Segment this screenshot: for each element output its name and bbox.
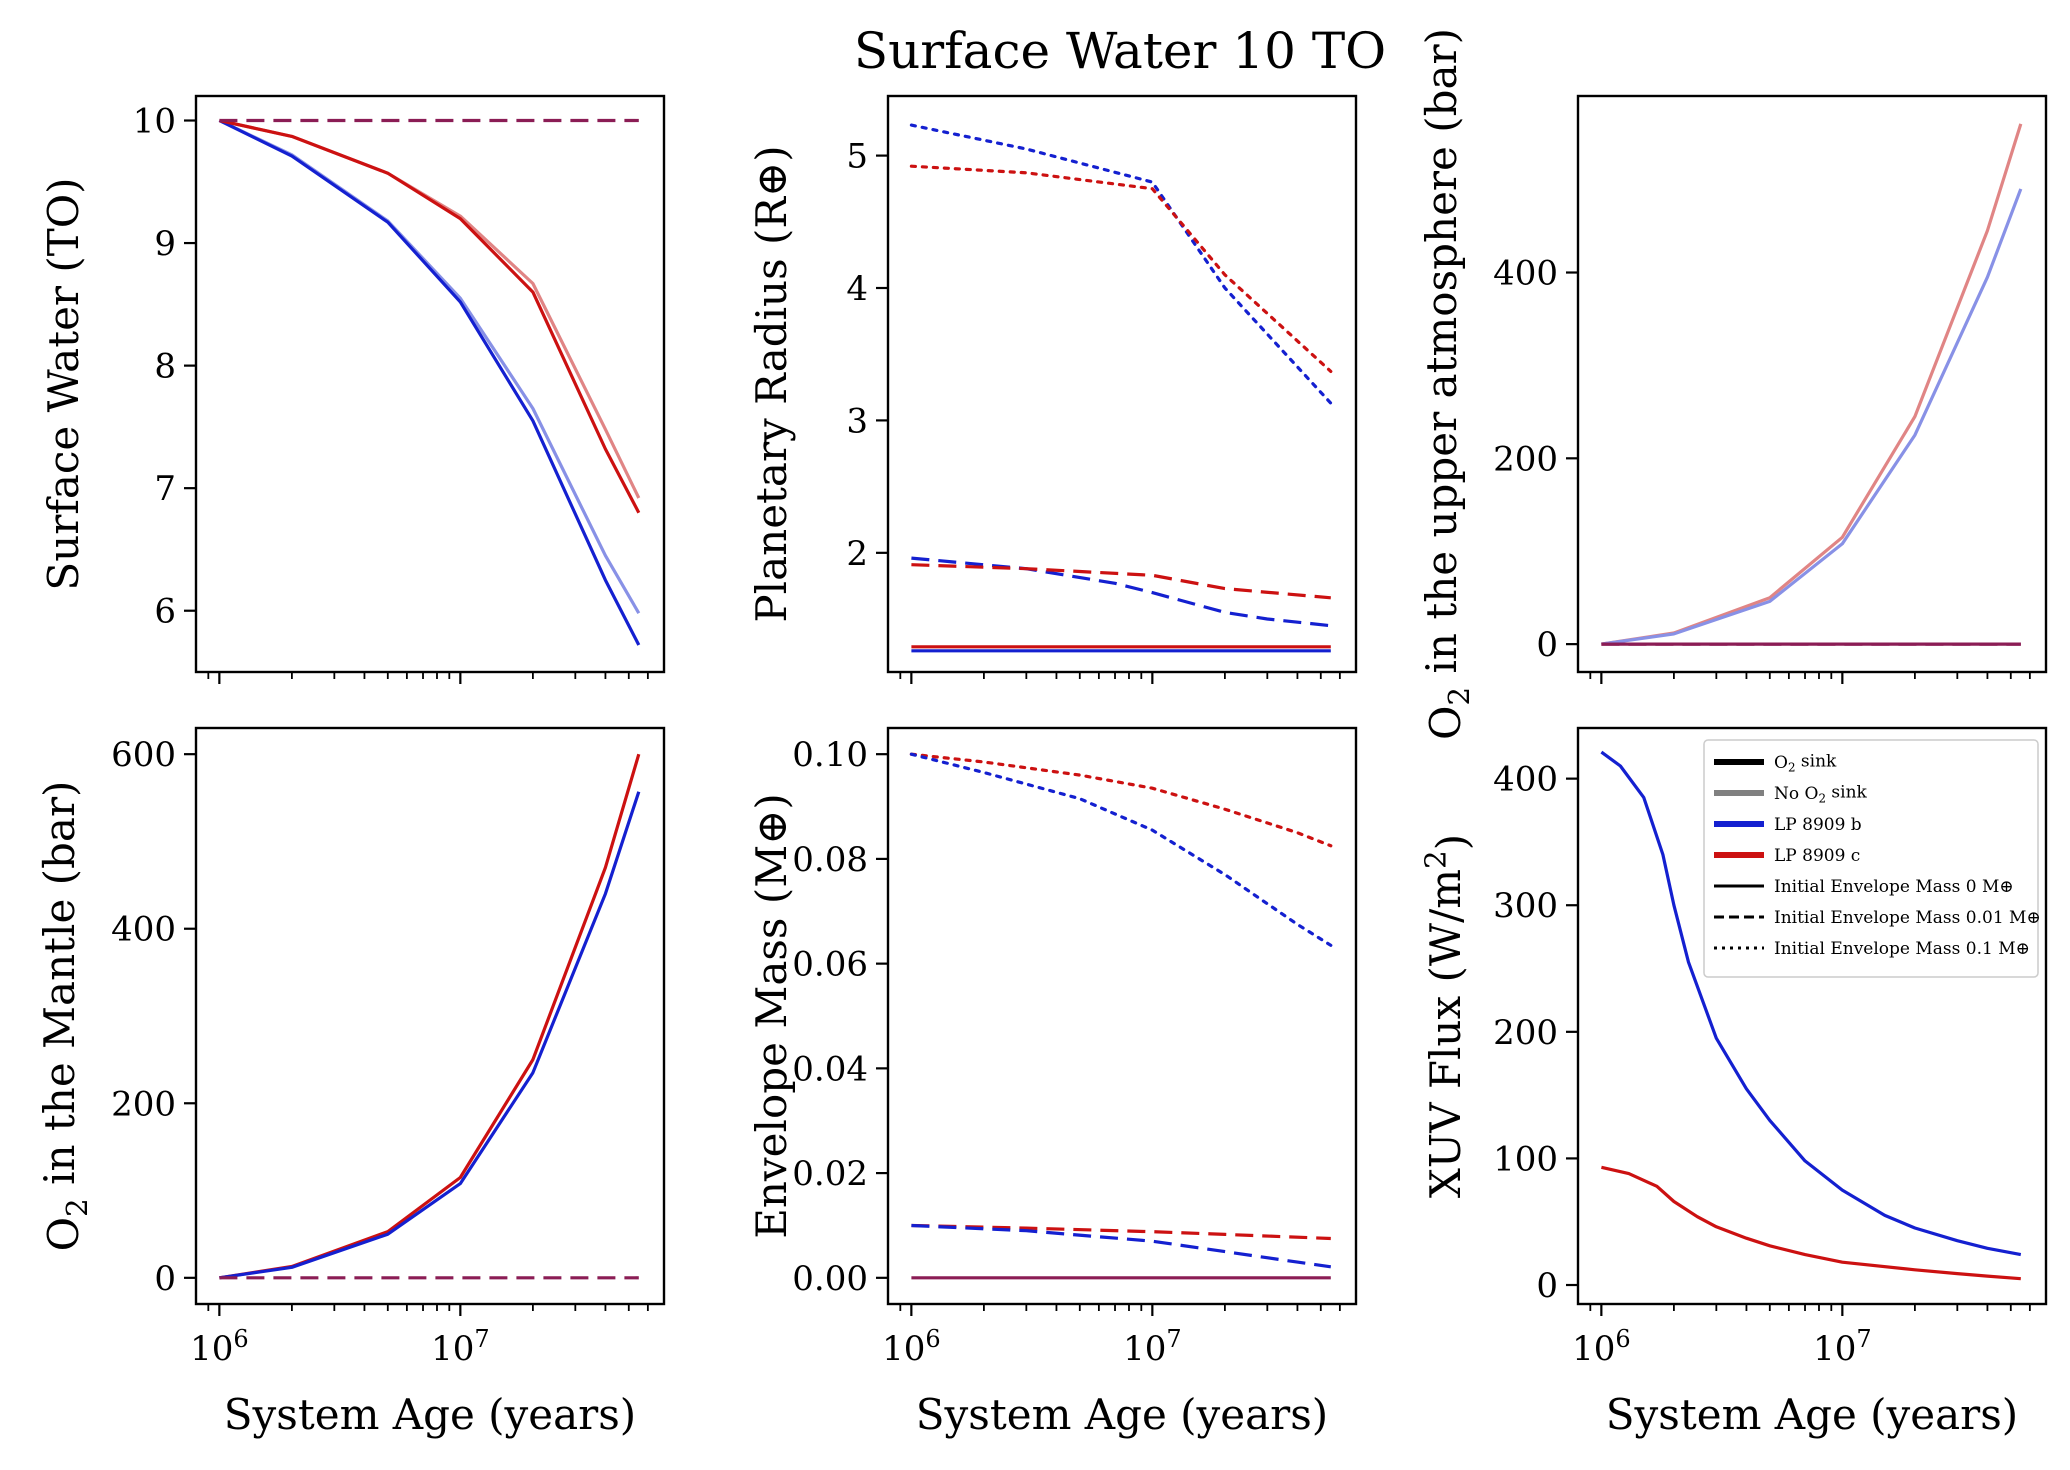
x-axis-label: System Age (years): [916, 1390, 1328, 1439]
chart-panel-xuv-flux: 106 107 0 100 200 300 400 XUV Flux (W/m2​) Syste…: [1418, 726, 2048, 1439]
y-axis-label: Surface Water (TO): [39, 177, 88, 590]
chart-panel-o2-mantle: 106 107 0 200 400 600 O2​ in the Mantle (bar) S…: [35, 726, 666, 1439]
y-tick-label: 0.10: [792, 735, 868, 775]
legend-label: LP 8909 b: [1774, 815, 1862, 835]
y-tick-label: 200: [1493, 439, 1558, 479]
legend-label: Initial Envelope Mass 0.01 M⊕: [1774, 908, 2041, 928]
legend-label: Initial Envelope Mass 0 M⊕: [1774, 877, 2014, 897]
series-line-envelope-mass-0: [909, 752, 1333, 848]
y-tick-label: 100: [1493, 1139, 1558, 1179]
legend-label: LP 8909 c: [1774, 846, 1860, 866]
y-tick-label: 200: [1493, 1013, 1558, 1053]
plot-frame-o2-mantle: [194, 726, 666, 1306]
series-line-planetary-radius-3: [911, 563, 1331, 600]
x-tick-label: 106: [1572, 1325, 1631, 1369]
y-tick-label: 0: [154, 1259, 176, 1299]
y-tick-label: 5: [846, 137, 868, 177]
series-line-planetary-radius-0: [909, 123, 1333, 405]
y-axis-label: Planetary Radius (R⊕): [747, 145, 796, 622]
y-tick-label: 10: [133, 102, 176, 142]
y-tick-label: 600: [111, 735, 176, 775]
series-line-envelope-mass-3: [911, 1223, 1332, 1269]
series-line-surface-water-3: [219, 118, 641, 514]
chart-panel-envelope-mass: 106 107 0.00 0.02 0.04 0.06 0.08 0.10 Envelope M…: [747, 726, 1358, 1439]
y-tick-label: 0.08: [792, 840, 868, 880]
plot-frame-planetary-radius: [886, 94, 1358, 674]
series-line-envelope-mass-1: [909, 752, 1333, 947]
y-tick-label: 2: [846, 534, 868, 574]
y-tick-label: 0: [1536, 1266, 1558, 1306]
series-line-xuv-flux-0: [1600, 750, 2022, 1257]
y-axis-label: O2​ in the Mantle (bar): [35, 781, 94, 1252]
series-line-o2-upper-atmosphere-0: [1601, 123, 2023, 646]
x-tick-label: 106: [190, 1325, 249, 1369]
chart-panel-planetary-radius: 2 3 4 5 Planetary Radius (R⊕): [747, 94, 1358, 684]
x-tick-label: 106: [882, 1325, 941, 1369]
y-tick-label: 0.04: [792, 1049, 868, 1089]
x-tick-label: 107: [1123, 1325, 1182, 1369]
figure-title: Surface Water 10 TO: [854, 22, 1386, 80]
series-line-xuv-flux-1: [1601, 1165, 2021, 1281]
x-axis-label: System Age (years): [224, 1390, 636, 1439]
legend: O2​ sink No O2​ sink LP 8909 b LP 8909 c Ini…: [1703, 739, 2041, 978]
x-axis-label: System Age (years): [1606, 1390, 2018, 1439]
y-tick-label: 3: [846, 401, 868, 441]
x-tick-label: 107: [431, 1325, 490, 1369]
plot-frame-xuv-flux: [1576, 726, 2048, 1306]
y-tick-label: 9: [154, 224, 176, 264]
legend-label: No O2​ sink: [1774, 782, 1868, 805]
series-line-surface-water-1: [219, 118, 641, 499]
series-line-o2-upper-atmosphere-1: [1601, 188, 2023, 646]
chart-panel-surface-water: 6 7 8 9 10 Surface Water (TO): [39, 94, 666, 684]
chart-panel-o2-upper-atmosphere: 0 200 400 O2​ in the upper atmosphere (bar): [1417, 28, 2048, 740]
y-tick-label: 0.00: [792, 1259, 868, 1299]
y-tick-label: 6: [154, 592, 176, 632]
x-tick-label: 107: [1813, 1325, 1872, 1369]
legend-label: Initial Envelope Mass 0.1 M⊕: [1774, 939, 2030, 959]
series-line-surface-water-2: [218, 119, 641, 646]
series-line-o2-mantle-0: [219, 753, 641, 1280]
y-tick-label: 8: [154, 347, 176, 387]
legend-label: O2​ sink: [1774, 751, 1837, 774]
y-tick-label: 0.02: [792, 1154, 868, 1194]
plot-frame-o2-upper-atmosphere: [1576, 94, 2048, 674]
y-tick-label: 400: [111, 910, 176, 950]
series-line-planetary-radius-1: [909, 164, 1333, 373]
y-tick-label: 4: [846, 269, 868, 309]
y-tick-label: 400: [1493, 254, 1558, 294]
plot-frame-surface-water: [194, 94, 666, 674]
y-tick-label: 7: [154, 469, 176, 509]
y-tick-label: 0.06: [792, 945, 868, 985]
y-tick-label: 0: [1536, 625, 1558, 665]
y-tick-label: 200: [111, 1084, 176, 1124]
y-tick-label: 300: [1493, 886, 1558, 926]
y-axis-label: Envelope Mass (M⊕): [747, 793, 796, 1239]
y-axis-label: O2​ in the upper atmosphere (bar): [1417, 28, 1476, 740]
legend-box: [1703, 739, 2039, 978]
y-axis-label: XUV Flux (W/m2​): [1418, 834, 1476, 1198]
y-tick-label: 400: [1493, 760, 1558, 800]
plot-frame-envelope-mass: [886, 726, 1358, 1306]
series-line-o2-mantle-1: [219, 791, 641, 1280]
